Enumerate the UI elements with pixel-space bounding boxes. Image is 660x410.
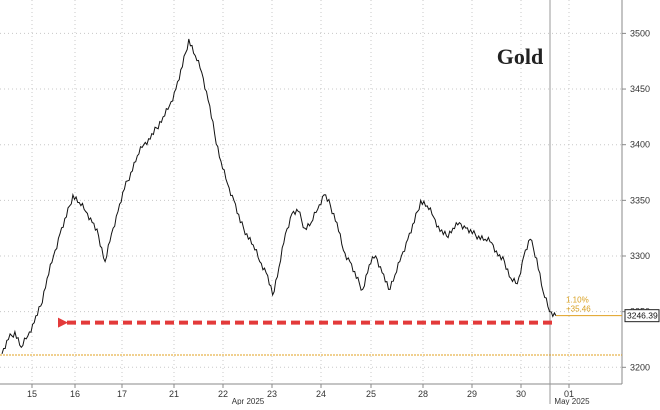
x-tick-label: 15: [27, 389, 37, 399]
x-tick-label: 25: [366, 389, 376, 399]
x-tick-label: 23: [267, 389, 277, 399]
series-group: [1, 38, 557, 355]
axis-group: 3200325033003350340034503500151617212223…: [0, 0, 650, 406]
y-tick-label: 3500: [630, 28, 650, 38]
change-absolute-label: +35.46: [566, 305, 591, 314]
x-tick-label: 22: [218, 389, 228, 399]
last-price-box: [624, 309, 660, 323]
annotation-group: 1.10%+35.46 3246.39: [0, 296, 660, 356]
last-price-badge: 3246.39: [624, 309, 660, 323]
y-tick-label: 3200: [630, 362, 650, 372]
x-month-label: May 2025: [554, 397, 590, 405]
change-percent-label: 1.10%: [566, 296, 589, 305]
chart-title: Gold: [497, 44, 543, 69]
y-tick-label: 3400: [630, 140, 650, 150]
x-tick-label: 30: [516, 389, 526, 399]
x-tick-label: 16: [70, 389, 80, 399]
y-tick-label: 3300: [630, 251, 650, 261]
last-price-label: 3246.39: [627, 311, 658, 321]
gold-price-line: [1, 38, 557, 355]
x-month-label: Apr 2025: [232, 397, 265, 405]
x-tick-label: 24: [316, 389, 326, 399]
y-tick-label: 3450: [630, 84, 650, 94]
y-tick-label: 3350: [630, 195, 650, 205]
x-tick-label: 21: [169, 389, 179, 399]
x-tick-label: 29: [467, 389, 477, 399]
x-tick-label: 01: [564, 389, 574, 399]
grid-lines: [0, 0, 622, 384]
x-tick-label: 28: [418, 389, 428, 399]
x-tick-label: 17: [117, 389, 127, 399]
